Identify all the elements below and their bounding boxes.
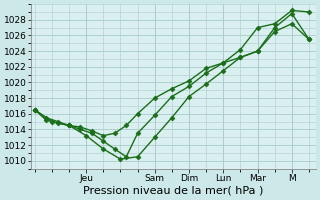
X-axis label: Pression niveau de la mer( hPa ): Pression niveau de la mer( hPa ) [84, 186, 264, 196]
